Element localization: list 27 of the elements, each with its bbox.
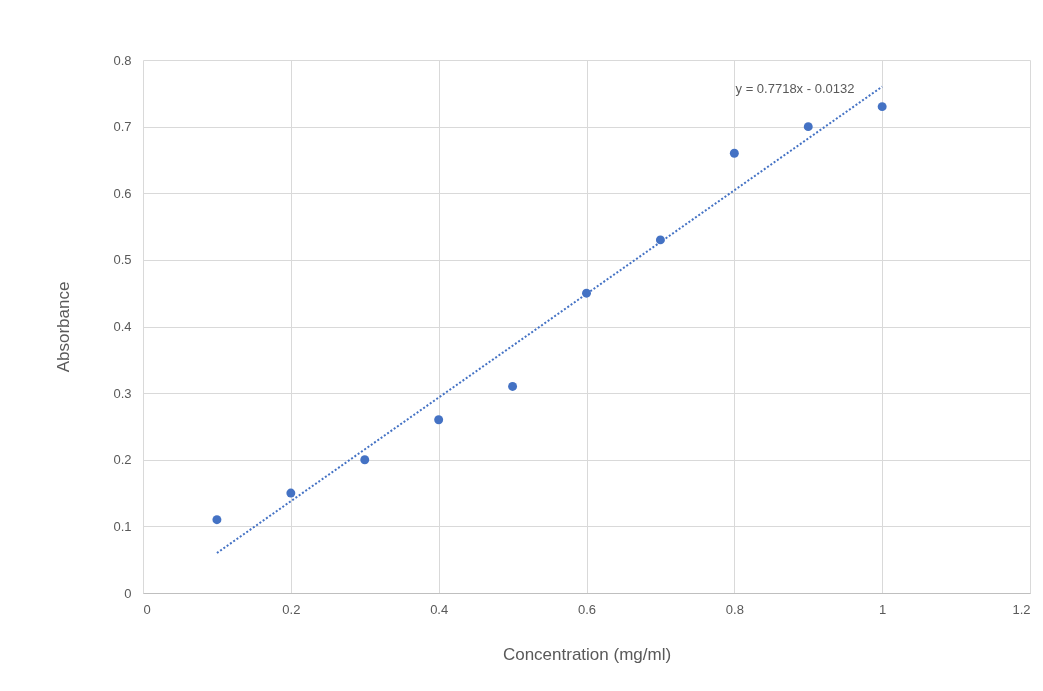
x-tick-label: 1.2 bbox=[1012, 601, 1031, 617]
y-tick-label: 0.2 bbox=[113, 452, 132, 468]
y-axis-title: Absorbance bbox=[54, 281, 74, 373]
x-tick-label: 0.8 bbox=[725, 601, 744, 617]
y-tick-label: 0.7 bbox=[113, 119, 132, 135]
y-tick-label: 0.1 bbox=[113, 518, 132, 534]
point bbox=[434, 415, 444, 425]
point bbox=[508, 382, 518, 391]
x-axis-title: Concentration (mg/ml) bbox=[502, 644, 672, 664]
point bbox=[803, 122, 813, 132]
y-tick-label: 0.3 bbox=[113, 385, 132, 401]
point bbox=[877, 102, 887, 112]
point bbox=[286, 488, 296, 498]
point bbox=[212, 515, 222, 525]
x-tick-label: 1 bbox=[879, 601, 887, 617]
point bbox=[360, 455, 370, 465]
annotation: y = 0.7718x - 0.0132 bbox=[735, 81, 855, 96]
y-tick-label: 0.6 bbox=[113, 185, 132, 201]
x-tick-label: 0.4 bbox=[430, 601, 449, 617]
y-tick-label: 0.4 bbox=[113, 319, 132, 334]
x-tick-label: 0 bbox=[143, 601, 151, 617]
point bbox=[729, 148, 739, 158]
y-tick-label: 0 bbox=[124, 585, 132, 601]
y-tick-label: 0.5 bbox=[113, 252, 132, 268]
x-tick-label: 0.6 bbox=[577, 601, 597, 617]
x-tick-label: 0.2 bbox=[282, 601, 301, 617]
y-tick-label: 0.8 bbox=[113, 52, 132, 68]
